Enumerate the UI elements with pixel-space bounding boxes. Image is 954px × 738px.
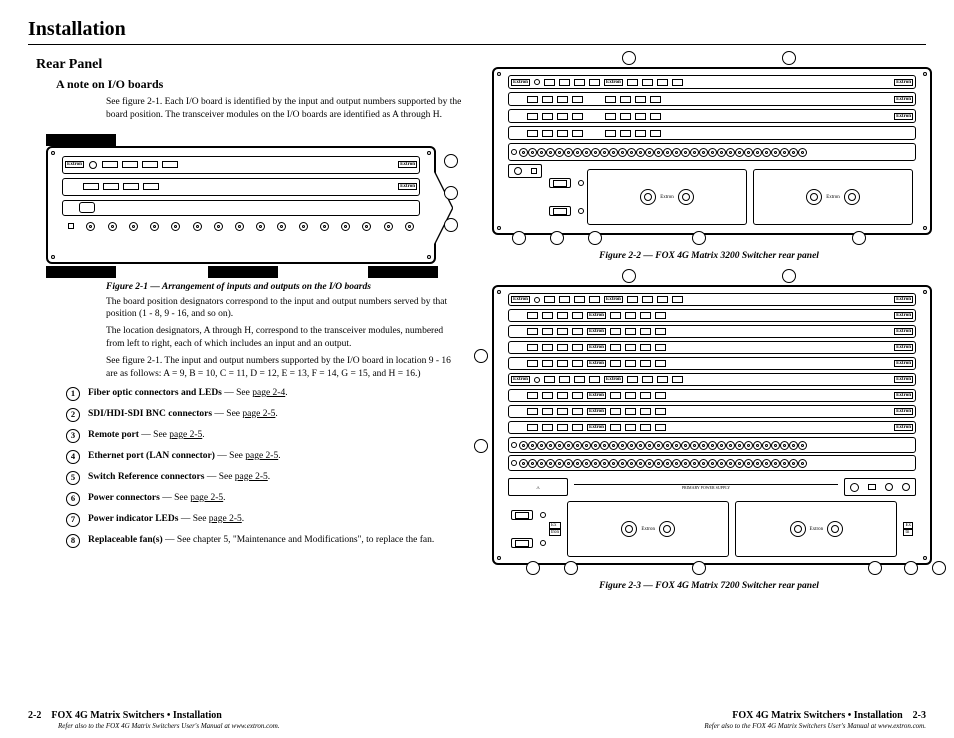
page-link[interactable]: page 2-5 [169,430,202,440]
redaction-bar [46,134,116,146]
page-footer: 2-2 FOX 4G Matrix Switchers • Installati… [28,710,926,730]
reference-item: 3 Remote port — See page 2-5. [66,429,462,443]
paragraph: The location designators, A through H, c… [106,325,462,351]
reference-text: Power connectors — See page 2-5. [88,492,226,504]
page-number-right: 2-3 [913,710,926,721]
reference-item: 8 Replaceable fan(s) — See chapter 5, "Ma… [66,534,462,548]
paragraph: The board position designators correspon… [106,296,462,322]
brand-label: Extron [65,161,84,168]
reference-number: 4 [66,450,80,464]
reference-item: 6 Power connectors — See page 2-5. [66,492,462,506]
figure-2-3-wrap: ExtronExtronExtronExtronExtronExtronExtr… [492,271,926,565]
reference-item: 4 Ethernet port (LAN connector) — See pag… [66,450,462,464]
reference-number: 7 [66,513,80,527]
reference-number: 2 [66,408,80,422]
reference-text: Switch Reference connectors — See page 2… [88,471,270,483]
page-link[interactable]: page 2-5 [242,409,275,419]
reference-item: 7 Power indicator LEDs — See page 2-5. [66,513,462,527]
figure-2-1-wrap: Extron Extron Extron [28,128,462,278]
paragraph: See figure 2-1. The input and output num… [106,355,462,381]
redaction-bar [208,266,278,278]
reference-text: Replaceable fan(s) — See chapter 5, "Mai… [88,534,434,546]
figure-2-1-diagram: Extron Extron Extron [46,146,436,264]
reference-item: 5 Switch Reference connectors — See page … [66,471,462,485]
footer-sub: Refer also to the FOX 4G Matrix Switcher… [486,722,926,730]
left-column: Rear Panel A note on I/O boards See figu… [28,53,462,601]
callout-circle [444,186,458,200]
figure-2-3-diagram: ExtronExtronExtronExtronExtronExtronExtr… [492,285,932,565]
redaction-bar [368,266,438,278]
footer-title: FOX 4G Matrix Switchers • Installation [732,710,902,721]
reference-number: 5 [66,471,80,485]
reference-item: 2 SDI/HDI-SDI BNC connectors — See page 2… [66,408,462,422]
callout-circle [444,154,458,168]
figure-2-2-wrap: Extron Extron Extron Extron [492,53,926,235]
page-columns: Rear Panel A note on I/O boards See figu… [28,53,926,601]
reference-number: 8 [66,534,80,548]
reference-text: Power indicator LEDs — See page 2-5. [88,513,244,525]
figure-2-2-diagram: Extron Extron Extron Extron [492,67,932,235]
page-link[interactable]: page 2-5 [209,514,242,524]
reference-list: 1 Fiber optic connectors and LEDs — See p… [66,387,462,548]
section-heading: Rear Panel [36,57,462,73]
page-number-left: 2-2 [28,710,41,721]
intro-paragraph: See figure 2-1. Each I/O board is identi… [106,96,462,122]
figure-2-1-caption: Figure 2-1 — Arrangement of inputs and o… [106,282,462,292]
sub-heading: A note on I/O boards [56,77,462,92]
reference-text: Remote port — See page 2-5. [88,429,205,441]
footer-sub: Refer also to the FOX 4G Matrix Switcher… [58,722,468,730]
right-column: Extron Extron Extron Extron [492,53,926,601]
figure-2-3-caption: Figure 2-3 — FOX 4G Matrix 7200 Switcher… [492,581,926,591]
reference-text: Fiber optic connectors and LEDs — See pa… [88,387,288,399]
footer-title: FOX 4G Matrix Switchers • Installation [51,710,221,721]
reference-number: 3 [66,429,80,443]
page-link[interactable]: page 2-4 [252,388,285,398]
page-link[interactable]: page 2-5 [190,493,223,503]
reference-number: 1 [66,387,80,401]
chapter-title: Installation [28,18,926,45]
page-link[interactable]: page 2-5 [245,451,278,461]
reference-number: 6 [66,492,80,506]
page-link[interactable]: page 2-5 [235,472,268,482]
callout-circle [444,218,458,232]
redaction-bar [46,266,116,278]
reference-item: 1 Fiber optic connectors and LEDs — See p… [66,387,462,401]
figure-2-2-caption: Figure 2-2 — FOX 4G Matrix 3200 Switcher… [492,251,926,261]
reference-text: SDI/HDI-SDI BNC connectors — See page 2-… [88,408,278,420]
reference-text: Ethernet port (LAN connector) — See page… [88,450,281,462]
